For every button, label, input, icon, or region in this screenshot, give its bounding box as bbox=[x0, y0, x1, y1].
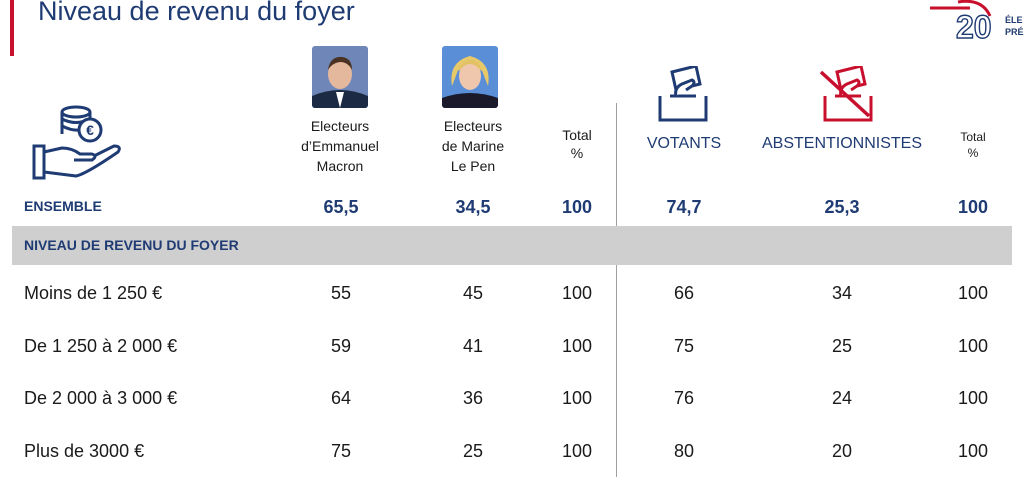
header-abstentionnistes: ABSTENTIONNISTES bbox=[761, 135, 923, 152]
cell-abstentionnistes: 24 bbox=[831, 388, 853, 408]
cell-total-right: 100 bbox=[957, 388, 989, 408]
section-band bbox=[12, 226, 1012, 265]
section-label: NIVEAU DE REVENU DU FOYER bbox=[24, 237, 239, 253]
cell-macron: 75 bbox=[330, 441, 352, 461]
cell-lepen: 45 bbox=[462, 283, 484, 303]
cell-votants: 80 bbox=[673, 441, 695, 461]
cell-total-left: 100 bbox=[561, 388, 593, 408]
header-total-right: Total % bbox=[960, 130, 986, 160]
svg-text:€: € bbox=[86, 122, 94, 138]
cell-total-right: 100 bbox=[957, 336, 989, 356]
logo-text-line2: PRÉS bbox=[1005, 27, 1024, 37]
cell-macron: 59 bbox=[330, 336, 352, 356]
cell-votants: 75 bbox=[673, 336, 695, 356]
header-lepen: Electeurs de Marine Le Pen bbox=[441, 118, 505, 174]
column-divider bbox=[616, 103, 617, 477]
header-macron: Electeurs d’Emmanuel Macron bbox=[301, 118, 379, 174]
cell-votants: 76 bbox=[673, 388, 695, 408]
cell-lepen: 25 bbox=[462, 441, 484, 461]
ballot-abstention-icon bbox=[815, 64, 875, 122]
header-votants: VOTANTS bbox=[646, 135, 722, 152]
cell-abstentionnistes: 25 bbox=[831, 336, 853, 356]
row-label: Moins de 1 250 € bbox=[24, 283, 163, 303]
ensemble-cell-lepen: 34,5 bbox=[455, 197, 491, 217]
cell-macron: 55 bbox=[330, 283, 352, 303]
row-label: De 2 000 à 3 000 € bbox=[24, 388, 178, 408]
cell-lepen: 41 bbox=[462, 336, 484, 356]
ballot-votants-icon bbox=[656, 64, 716, 122]
cell-lepen: 36 bbox=[462, 388, 484, 408]
row-label: Plus de 3000 € bbox=[24, 441, 145, 461]
title-accent-bar bbox=[10, 0, 14, 56]
money-hand-icon: € bbox=[32, 100, 124, 184]
page-title: Niveau de revenu du foyer bbox=[38, 0, 355, 26]
ensemble-label: ENSEMBLE bbox=[24, 198, 102, 214]
ensemble-cell-total-left: 100 bbox=[561, 197, 593, 217]
logo-text-line1: ÉLE bbox=[1005, 15, 1023, 25]
cell-abstentionnistes: 34 bbox=[831, 283, 853, 303]
header-total-left: Total % bbox=[562, 127, 592, 161]
ensemble-cell-votants: 74,7 bbox=[666, 197, 702, 217]
cell-total-left: 100 bbox=[561, 441, 593, 461]
cell-total-left: 100 bbox=[561, 283, 593, 303]
ensemble-cell-total-right: 100 bbox=[957, 197, 989, 217]
row-label: De 1 250 à 2 000 € bbox=[24, 336, 178, 356]
election-logo: 20 ÉLE PRÉS bbox=[930, 0, 1024, 56]
cell-total-left: 100 bbox=[561, 336, 593, 356]
cell-votants: 66 bbox=[673, 283, 695, 303]
cell-macron: 64 bbox=[330, 388, 352, 408]
lepen-photo bbox=[442, 46, 498, 108]
cell-total-right: 100 bbox=[957, 441, 989, 461]
logo-digits: 20 bbox=[956, 9, 992, 45]
ensemble-cell-macron: 65,5 bbox=[323, 197, 359, 217]
macron-photo bbox=[312, 46, 368, 108]
cell-total-right: 100 bbox=[957, 283, 989, 303]
ensemble-cell-abstentionnistes: 25,3 bbox=[824, 197, 860, 217]
cell-abstentionnistes: 20 bbox=[831, 441, 853, 461]
election-logo-icon: 20 bbox=[930, 0, 992, 46]
